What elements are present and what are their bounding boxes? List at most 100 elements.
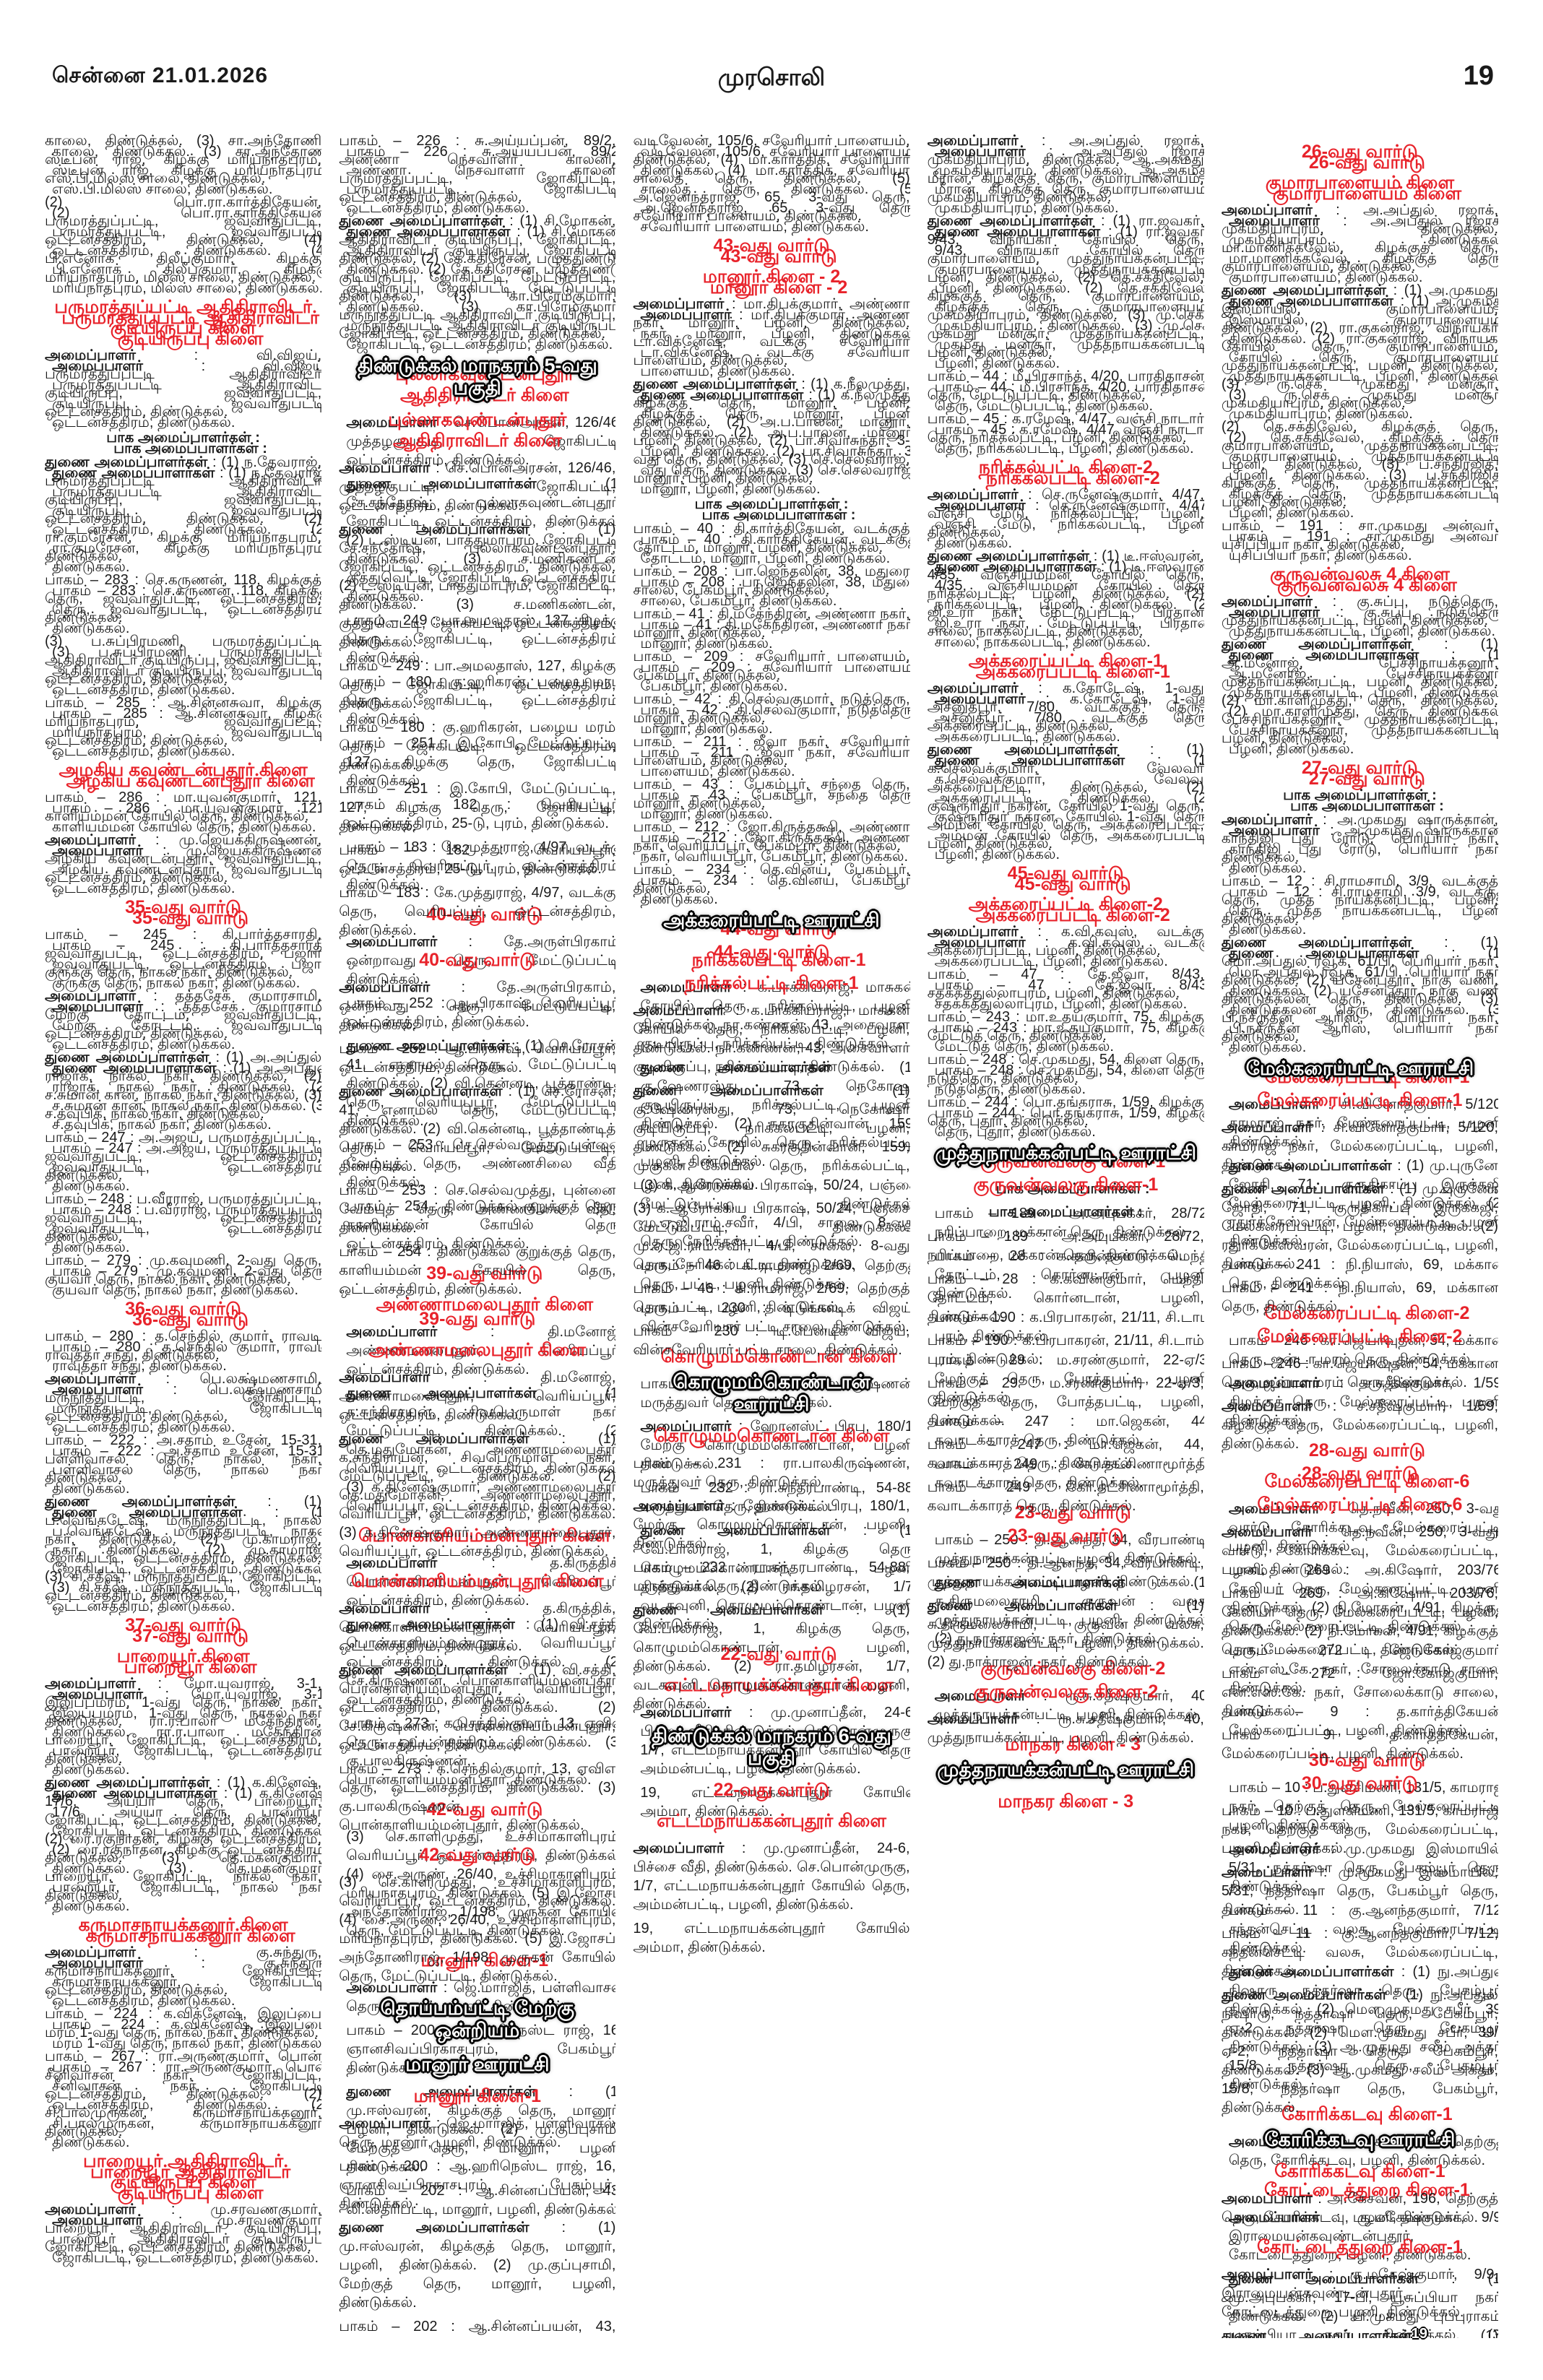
branch-ward-heading: கோட்டைத்துறை கிளை-1 <box>1264 2180 1470 2200</box>
entry-label: அமைப்பாளர் <box>52 358 143 374</box>
organizer-entry: அமைப்பாளர் : தே.அருள்பிரகாம், ஒன்றாவது த… <box>346 932 615 989</box>
organizer-entry: துணை அமைப்பாளர்கள் : (1) மு.அபுபக்கர், 1… <box>1222 2327 1498 2338</box>
entry-text: (1) மு.ஈஸ்வரன், கிழக்குத் தெரு, மானூர், … <box>346 2084 616 2175</box>
entry-label: துணை அமைப்பாளர்கள் <box>52 1505 243 1520</box>
text-paragraph: பாகம் – 182 : வெரியப்பூர், ஒட்டன்சத்திரம… <box>339 842 616 877</box>
organizer-entry: அமைப்பாளர் : தே.அருள்பிரகாம், ஒன்றாவது த… <box>339 979 616 1033</box>
entry-label: அமைப்பாளர் <box>346 1324 438 1340</box>
entry-label: அமைப்பாளர் <box>52 2212 143 2228</box>
entry-text: க.கோடேஷ், 1-வது அசனுத்பூர், 7/80, வடக்கு… <box>934 691 1204 745</box>
organizer-entry: துணை அமைப்பாளர்கள் : (1) வி.சத்தி, பொன்க… <box>346 1615 615 1709</box>
entry-text: க.பாக்கியராஜ், மாசுகன் கோயில் தெரு, நரிக… <box>640 979 910 1052</box>
entry-text: செ.ருனேஷ்குமார், 4/47, வஞ்சி மேடு, நரிக்… <box>934 498 1204 551</box>
entry-label: அமைப்பாளர் <box>346 934 438 950</box>
organizer-entry: அமைப்பாளர் : சி.வினோத்குமார், 5/120, காம… <box>1221 1120 1498 1173</box>
entry-label: அமைப்பாளர் <box>1228 1375 1320 1391</box>
organizer-entry: அமைப்பாளர் : மு.சரவணகுமார், பாறையூர் ஆதி… <box>45 2202 322 2255</box>
entry-text: க.வி.கவுஸ், வடக்கு அக்கரைப்பட்டி, பழனி, … <box>934 935 1204 969</box>
part-organizers-subheading: பாக அமைப்பாளர்கள் : <box>701 507 856 523</box>
entry-label: அமைப்பாளர் <box>339 1601 431 1617</box>
entry-label: அமைப்பாளர் <box>927 1711 1019 1727</box>
text-paragraph: பாகம் – 247 : மா.ஜெகன், 44, கவாடக்காரத் … <box>927 1437 1204 1471</box>
entry-label: அமைப்பாளர் <box>52 1687 143 1702</box>
organizer-entry: அமைப்பாளர் : தி.மனோஜ், அண்ணாமலைபுதூர், வ… <box>346 1323 615 1379</box>
text-paragraph: (3) க.ஆரோக்கிய பிரகாஷ், 50/24, பஞ்சை மேட… <box>633 1200 910 1273</box>
organizer-entry: அமைப்பாளர் : க.வி.கவுஸ், வடக்கு அக்கரைப்… <box>927 924 1204 959</box>
entry-text: (1) அ.முகமது இஸ்மாயில், குமாரபாளையம், தி… <box>1228 293 1498 422</box>
text-paragraph: பாகம் – 230 : டி.பெனடிக் விஜய், வின்சவேர… <box>633 1323 910 1358</box>
text-paragraph: பாகம் – 29 : ம.சரண்குமார், 22-ஏ/3, மேற்க… <box>934 1352 1204 1406</box>
entry-text: ஹோனஸ்ட் பிரபு, 180/1, மேற்கு கொழுமம்கொண்… <box>633 1498 910 1552</box>
entry-text: (1) கு.ஷேணரஸ்து, 73, நெகோஷர் குடியிருப்ப… <box>640 1060 910 1169</box>
organizer-entry: துணை அமைப்பாளர்கள் : (1) சி.மோகன், ஆதிதி… <box>346 222 615 354</box>
panchayat-knockout-heading: திண்டுக்கல் மாநகரம் 6-வது பகுதி <box>652 1725 891 1769</box>
text-paragraph: பாகம் – 273 : க.செந்தில்குமார், 13, ஏவிஎ… <box>339 1761 616 1833</box>
branch-ward-heading: 44-வது வார்டு <box>713 942 830 962</box>
branch-ward-heading: 37-வது வார்டு <box>125 1615 242 1635</box>
branch-ward-heading: கருமாசநாயக்கனூர் கிளை <box>85 1926 295 1946</box>
branch-ward-heading: மேல்கரைப்பட்டி கிளை-1 <box>1257 1090 1463 1110</box>
text-paragraph: பாகம் – 28 : க.கவின்குமார், மெந்தி தோட்ட… <box>927 1271 1204 1325</box>
entry-label: துணை அமைப்பாளர்கள் <box>1228 293 1393 309</box>
entry-text: மு.ஜெயக்கிருஷ்ணன், அழகிய கவுண்டன்புதூர்,… <box>52 843 322 896</box>
organizer-entry: அமைப்பாளர் : கு.மகேஷ்குமார், 9/9, இராமைய… <box>1229 2208 1498 2264</box>
text-paragraph: பாகம் – 267 : ரா.அருண்குமார், பொன் சீனிவ… <box>52 2059 322 2150</box>
part-organizers-subheading: பாக அமைப்பாளர்கள் : <box>113 441 267 456</box>
organizer-entry: அமைப்பாளர் : க.வி.கவுஸ், வடக்கு அக்கரைப்… <box>935 933 1204 971</box>
entry-label: அமைப்பாளர் <box>45 1944 136 1960</box>
text-paragraph: வடிவேலன், 105/6, சவேரியார் பாளையம், திண்… <box>633 133 910 224</box>
text-paragraph: பாகம் – 42 : தி.செல்வகுமார், நடுத்தெரு, … <box>640 702 910 737</box>
organizer-entry: அமைப்பாளர் : தத்தசேக் குமாரசாமி, மேற்கு … <box>52 998 321 1054</box>
text-paragraph: (3) செ.காளிமுத்து, உச்சிமாகாளிபுரம், வெர… <box>346 1829 616 1939</box>
branch-ward-heading: பாறையூர் ஆதிதிராவிடர் குடியிருப்பு கிளை <box>83 2151 284 2192</box>
organizer-entry: துணை அமைப்பாளர்கள் : (1) சி.மோகன், ஆதிதி… <box>339 213 616 342</box>
entry-text: அ.கேசவன், 196, தெற்குத் தெரு, கோரிக்கடவு… <box>1228 2134 1498 2168</box>
entry-label: அமைப்பாளர் <box>346 1980 438 1996</box>
organizer-entry: அமைப்பாளர் : ரு.சு.சதீஷ்குமார், 40, முத்… <box>935 1687 1204 1724</box>
organizer-entry: அமைப்பாளர் : மோ.யுவராஜ், 3-1, இலுப்பமரம்… <box>52 1685 321 1779</box>
text-paragraph: பாகம் – 267 : ரா.அருண்குமார், பொன் சீனிவ… <box>45 2048 322 2139</box>
branch-ward-heading: 23-வது வார்டு <box>1007 1526 1124 1546</box>
organizer-entry: துணை அமைப்பாளர்கள் : (1) மு.ஈஸ்வரன், கிழ… <box>346 2082 615 2176</box>
entry-text: கு.மகேஷ்குமார், 9/9, இராமையன்கவுண்டன்புத… <box>1228 2210 1498 2263</box>
organizer-entry: அமைப்பாளர் : ஹோனஸ்ட் பிரபு, 180/1, மேற்க… <box>640 1417 909 1474</box>
entry-text: கு.மகேஷ்குமார், 9/9, இராமையன்கவுண்டன்புத… <box>1221 2267 1498 2320</box>
text-paragraph: பாகம் – 241 : நி.நியாஸ், 69, மக்கான தெரு… <box>1221 1280 1498 1315</box>
entry-text: (1) மு.அபுபக்கர், 17-பி, யூசுப்பியா நகர்… <box>1228 2271 1498 2338</box>
organizer-entry: துணை அமைப்பாளர்கள் : (1) சு.திருமலைசாமி,… <box>927 1598 1204 1670</box>
entry-label: துணை அமைப்பாளர்கள் <box>45 1050 209 1065</box>
branch-ward-heading: பாறையூர் கிளை <box>116 1646 250 1666</box>
entry-label: துணை அமைப்பாளர்கள் <box>1221 1181 1385 1197</box>
entry-label: அமைப்பாளர் <box>934 1688 1026 1704</box>
entry-label: அமைப்பாளர் <box>934 144 1026 160</box>
text-paragraph: பாகம் – 286 : மா.யுவன்குமார், 121, காளிய… <box>45 789 322 824</box>
organizer-entry: துணை அமைப்பாளர்கள் : (1) வி.சத்தி, பொன்க… <box>339 1662 616 1753</box>
entry-text: தெ.நவீன், 250, 3-வது வார்டு, கோரிக்கடவு,… <box>1221 1524 1498 1578</box>
entry-label: அமைப்பாளர் <box>1228 2134 1320 2150</box>
organizer-entry: துணை அமைப்பாளர்கள் : (1) க.கினேஷ், 17/6,… <box>52 1784 321 1916</box>
entry-text: (1) க.நீலமுத்து, கிழக்குத் தெரு, மானூர்,… <box>640 387 910 497</box>
entry-label: துணை அமைப்பாளர்கள் <box>927 213 1094 229</box>
branch-ward-heading: 43-வது வார்டு <box>713 235 830 256</box>
branch-ward-heading: மாநகர கிளை - 3 <box>1005 1734 1141 1754</box>
text-paragraph: பாகம் – 250 : தி.ஆனந்த், 34, வீரபாண்டி, … <box>927 1555 1204 1590</box>
text-layer: பாகம் – 226 : சு.அய்யப்பன், 89/2, அண்ணா … <box>339 131 615 2338</box>
entry-text: ரு.சு.சதீஷ்குமார், 40, முத்துநாயக்கன்பட்… <box>927 1711 1204 1746</box>
branch-ward-heading: அக்கரைப்பட்டி கிளை-2 <box>968 894 1163 914</box>
entry-text: (1) க.சுந்திராயன், சிவபெருமாள் நகர், மேட… <box>346 1385 616 1514</box>
column-4: அமைப்பாளர் : அ.அப்துல் ரஜாக், முகமதியாபு… <box>928 131 1204 2338</box>
entry-label: அமைப்பாளர் <box>633 1003 725 1018</box>
column-grid: காலை, திண்டுக்கல். (3) சா.அந்தோணி ஸ்டீபன… <box>45 131 1498 2338</box>
text-paragraph: பாகம் – 273 : க.செந்தில்குமார், 13, ஏவிஎ… <box>346 1715 616 1788</box>
entry-label: அமைப்பாளர் <box>934 935 1026 951</box>
organizer-entry: அமைப்பாளர் : மோ.யுவராஜ், 3-1, இலுப்பமரம்… <box>45 1676 322 1767</box>
text-paragraph: பாகம் – 11 : கு.ஆனந்தகுமார், 7/12, சந்தன… <box>1221 1926 1498 1979</box>
text-paragraph: (2) பொ.ரா.கார்த்திகேயன், பருமரத்துப்பட்ட… <box>52 205 322 296</box>
organizer-entry: அமைப்பாளர் : அ.அப்துல் ரஜாக், முகமதியாபு… <box>935 142 1204 217</box>
entry-label: அமைப்பாளர் <box>1221 2267 1313 2282</box>
branch-ward-heading: 42-வது வார்டு <box>426 1799 543 1819</box>
masthead-title: முரசொலி <box>717 64 826 90</box>
branch-ward-heading: கொழுமம்கொண்டான் கிளை <box>660 1346 897 1367</box>
text-paragraph: பாகம் – 182 : வெரியப்பூர், ஒட்டன்சத்திரம… <box>346 797 616 831</box>
